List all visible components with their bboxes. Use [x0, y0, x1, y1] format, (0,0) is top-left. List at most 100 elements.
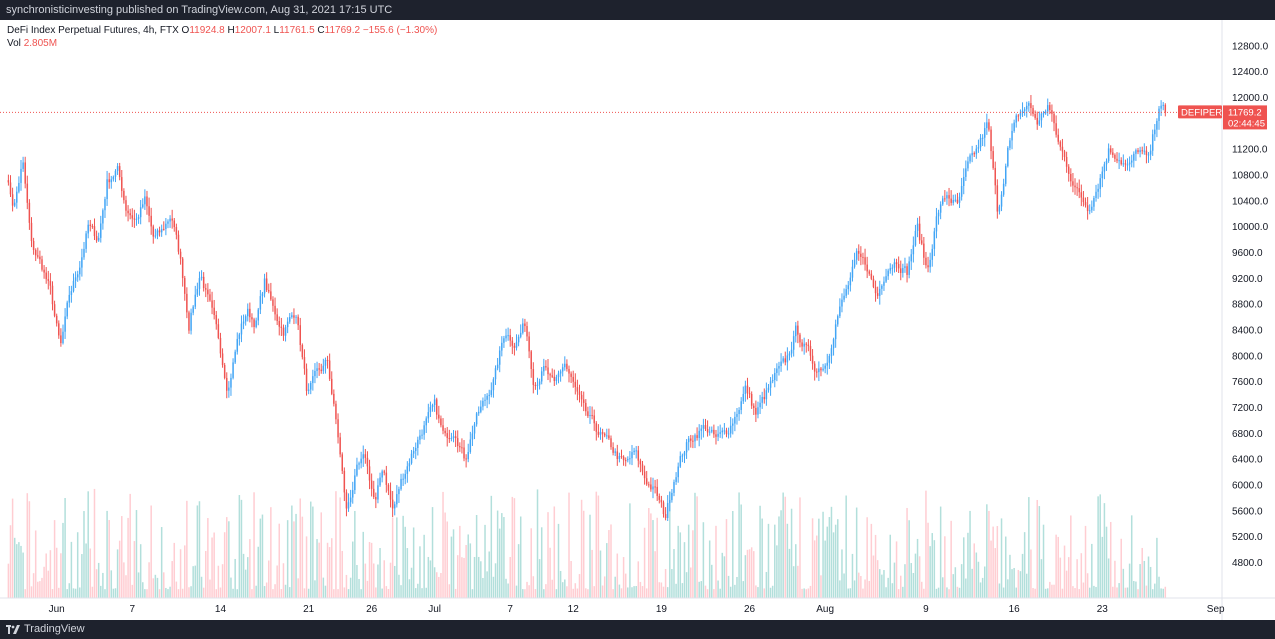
volume-bar [904, 564, 906, 598]
candle [742, 386, 745, 404]
volume-bar [110, 570, 113, 598]
candle [251, 313, 253, 328]
volume-bar [440, 572, 442, 598]
candle-body [582, 399, 585, 403]
volume-bar [305, 536, 308, 598]
candle [412, 446, 415, 458]
candle [660, 495, 663, 508]
candle-body [303, 357, 306, 369]
candle [897, 256, 900, 273]
candle [832, 337, 835, 356]
volume-bar [1004, 536, 1007, 598]
candle [385, 465, 388, 493]
candle [47, 270, 50, 290]
volume-bar [610, 524, 612, 598]
candle [855, 248, 858, 265]
volume-bar [196, 505, 199, 598]
candle [37, 247, 39, 259]
candle-body [223, 364, 226, 378]
volume-bar [1032, 588, 1034, 598]
candle-body [448, 437, 451, 439]
volume-bar [629, 503, 631, 598]
candle [118, 162, 121, 181]
candle [72, 273, 75, 293]
candle [1038, 111, 1041, 126]
footer-brand[interactable]: TradingView [24, 623, 85, 635]
volume-bar [366, 580, 369, 598]
price-tick-label: 6000.0 [1232, 480, 1263, 491]
candle-body [184, 278, 186, 294]
candle-body [226, 377, 228, 391]
candle [818, 361, 820, 382]
candle [207, 283, 209, 302]
candle-body [1061, 146, 1064, 152]
candle [545, 360, 547, 371]
candle [641, 460, 644, 476]
volume-bar [698, 581, 700, 598]
candle-body [946, 195, 948, 199]
candle-body [328, 360, 331, 379]
volume-bar [1116, 587, 1118, 598]
volume-bar [526, 581, 528, 598]
candle [975, 144, 978, 159]
candle-body [200, 276, 203, 279]
volume-bar [654, 551, 656, 598]
candle-body [211, 300, 213, 308]
volume-bar [177, 589, 180, 598]
candle [1105, 158, 1108, 171]
candlestick-chart[interactable]: 12800.012400.012000.011600.011200.010800… [0, 20, 1275, 620]
candle [801, 339, 803, 352]
candle-body [1124, 163, 1127, 165]
candle [1158, 106, 1160, 130]
volume-bar [853, 580, 856, 598]
candle-body [106, 179, 108, 200]
candle-body [30, 222, 33, 242]
volume-bar [780, 510, 782, 598]
candle-body [944, 198, 946, 200]
candle-body [272, 299, 274, 306]
volume-bar [465, 545, 467, 598]
volume-bar [1034, 588, 1036, 598]
candle [624, 457, 627, 467]
volume-bar [53, 520, 56, 598]
candle-body [624, 460, 627, 462]
candle-body [920, 240, 923, 244]
candle-body [633, 450, 635, 453]
volume-bar [889, 534, 892, 598]
candle [902, 263, 904, 278]
volume-bar [509, 556, 511, 598]
candle [196, 282, 199, 297]
volume-bar [1086, 573, 1089, 598]
candle-body [242, 321, 245, 324]
candle [664, 507, 667, 521]
volume-bar [404, 526, 406, 598]
candle [958, 192, 961, 208]
volume-bar [43, 566, 45, 598]
candle-body [603, 433, 606, 436]
candle [771, 374, 774, 384]
candle [202, 272, 205, 292]
volume-bar [734, 584, 736, 598]
volume-bar [532, 576, 535, 598]
volume-bar [299, 498, 302, 598]
chart-panel[interactable]: 12800.012400.012000.011600.011200.010800… [0, 20, 1275, 620]
candle [18, 176, 20, 194]
candle [299, 317, 302, 352]
candle-body [1162, 104, 1164, 106]
candle-body [587, 411, 589, 417]
candle [477, 406, 480, 416]
candle-body [698, 430, 700, 438]
candle-body [696, 435, 698, 438]
tradingview-logo-icon[interactable] [6, 624, 20, 634]
candle-body [656, 486, 658, 496]
candle-body [1135, 150, 1137, 154]
candle [1076, 182, 1078, 196]
candle [683, 450, 686, 464]
candle-body [618, 456, 621, 460]
candle [536, 377, 539, 395]
time-axis[interactable]: Jun 7 14 21 26 Jul 7 12 19 26 Aug 9 16 23 Sep [0, 597, 1275, 615]
candle-body [263, 278, 266, 294]
candle [948, 187, 950, 207]
volume-bar [782, 492, 784, 598]
volume-bar [763, 588, 766, 598]
